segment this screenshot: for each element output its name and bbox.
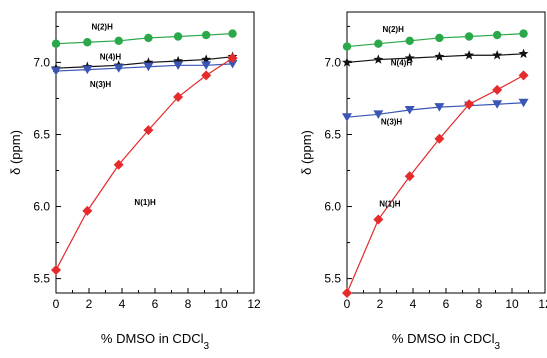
data-point xyxy=(434,51,445,61)
series-n2h xyxy=(51,29,237,48)
x-tick-label: 12 xyxy=(538,297,547,311)
y-tick-label: 7.0 xyxy=(33,55,50,69)
series-annotation: N(2)H xyxy=(92,22,114,31)
data-point xyxy=(143,62,154,72)
data-point xyxy=(374,39,383,48)
y-tick-label: 6.0 xyxy=(33,200,50,214)
x-tick-label: 2 xyxy=(86,297,93,311)
data-point xyxy=(373,110,384,119)
x-tick-label: 6 xyxy=(152,297,159,311)
series-n1h xyxy=(51,53,238,275)
y-tick-label: 7.0 xyxy=(324,55,341,69)
data-point xyxy=(51,67,61,76)
y-axis-title: δ (ppm) xyxy=(299,130,314,175)
data-point xyxy=(492,84,503,95)
data-point xyxy=(518,70,529,81)
data-point xyxy=(113,159,124,170)
series-annotation: N(4)H xyxy=(100,53,122,62)
series-line xyxy=(55,57,233,271)
data-point xyxy=(404,52,415,63)
series-annotation: N(3)H xyxy=(90,80,112,89)
data-point xyxy=(228,29,237,38)
data-point xyxy=(373,214,384,225)
data-point xyxy=(373,54,384,64)
y-axis-title: δ (ppm) xyxy=(8,130,23,175)
data-point xyxy=(144,33,153,43)
series-n2h xyxy=(342,29,528,51)
x-tick-label: 8 xyxy=(476,297,483,311)
x-tick-label: 8 xyxy=(185,297,192,311)
y-tick-label: 6.5 xyxy=(324,127,341,141)
y-tick-label: 5.5 xyxy=(324,272,341,286)
data-point xyxy=(492,30,502,40)
data-point xyxy=(113,64,124,73)
data-point xyxy=(173,92,184,103)
data-point xyxy=(51,264,61,275)
data-point xyxy=(492,50,503,60)
data-point xyxy=(83,38,92,47)
series-n4h xyxy=(342,48,529,67)
data-point xyxy=(518,98,529,108)
data-point xyxy=(82,205,93,216)
x-axis-title: % DMSO in CDCl3 xyxy=(101,331,210,352)
x-tick-label: 6 xyxy=(443,297,450,311)
data-point xyxy=(404,171,415,182)
data-point xyxy=(464,99,475,110)
x-tick-label: 4 xyxy=(410,297,417,311)
series-annotation: N(2)H xyxy=(383,25,405,34)
data-point xyxy=(434,103,445,112)
series-annotation: N(4)H xyxy=(391,58,413,67)
x-tick-label: 10 xyxy=(214,297,228,311)
y-tick-label: 6.5 xyxy=(33,127,50,141)
x-tick-label: 4 xyxy=(119,297,126,311)
data-point xyxy=(464,50,475,60)
data-point xyxy=(227,53,238,64)
x-tick-label: 0 xyxy=(344,297,351,311)
x-tick-label: 10 xyxy=(505,297,519,311)
series-n3h xyxy=(51,59,238,76)
x-tick-label: 2 xyxy=(377,297,384,311)
plot-frame xyxy=(55,11,255,294)
series-n1h xyxy=(342,70,529,298)
data-point xyxy=(114,36,123,46)
data-point xyxy=(51,39,61,48)
data-point xyxy=(405,36,414,46)
y-tick-label: 5.5 xyxy=(33,272,50,286)
data-point xyxy=(201,30,211,40)
data-point xyxy=(82,65,93,75)
data-point xyxy=(201,54,212,64)
data-point xyxy=(492,100,503,109)
data-point xyxy=(143,57,154,67)
data-point xyxy=(519,29,528,38)
series-annotation: N(3)H xyxy=(381,117,403,126)
chart-panel-right: 0 2 4 6 8 10 12 5.5 6.0 6.5 7.0 δ (ppm) % DMSO in CD… xyxy=(299,11,547,352)
data-point xyxy=(435,33,444,43)
data-point xyxy=(227,59,238,69)
data-point xyxy=(201,70,212,81)
data-point xyxy=(173,61,184,70)
series-n3h xyxy=(342,98,529,122)
data-point xyxy=(143,125,154,136)
data-point xyxy=(342,57,352,67)
data-point xyxy=(518,48,529,58)
series-annotation: N(1)H xyxy=(134,198,156,207)
data-point xyxy=(342,42,352,51)
x-axis-title: % DMSO in CDCl3 xyxy=(392,331,501,352)
data-point xyxy=(173,55,184,66)
chart-panel-left: 0 2 4 6 8 10 12 5.5 6.0 6.5 7.0 δ (ppm) % DMSO in CD… xyxy=(8,11,261,352)
x-tick-label: 12 xyxy=(247,297,261,311)
data-point xyxy=(464,32,474,41)
data-point xyxy=(434,133,445,144)
data-point xyxy=(342,113,352,122)
data-point xyxy=(404,105,415,115)
data-point xyxy=(201,61,212,70)
data-point xyxy=(342,288,352,298)
y-tick-label: 6.0 xyxy=(324,200,341,214)
x-tick-label: 0 xyxy=(53,297,60,311)
data-point xyxy=(173,32,183,41)
series-annotation: N(1)H xyxy=(379,200,401,209)
